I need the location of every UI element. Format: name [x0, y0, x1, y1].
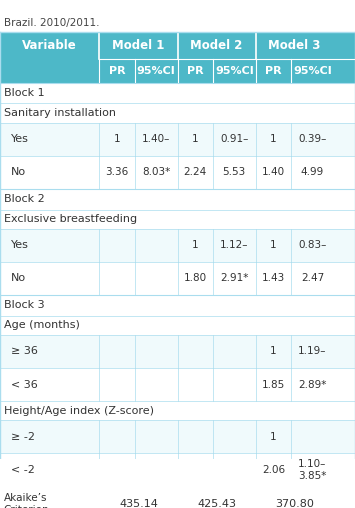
Text: 1.40: 1.40	[262, 167, 285, 177]
Bar	[0, 454, 355, 487]
Text: No: No	[11, 167, 26, 177]
Text: 1.19–: 1.19–	[298, 346, 327, 357]
Text: 95%CI: 95%CI	[137, 66, 176, 76]
Bar	[0, 209, 355, 229]
Text: 1.80: 1.80	[184, 273, 207, 283]
Text: 2.06: 2.06	[262, 465, 285, 475]
Text: Model 2: Model 2	[190, 39, 243, 52]
Text: 1: 1	[192, 240, 198, 250]
Text: Model 1: Model 1	[112, 39, 165, 52]
Bar	[0, 122, 355, 156]
Bar	[0, 32, 355, 59]
Text: ≥ -2: ≥ -2	[11, 432, 35, 442]
Text: 0.91–: 0.91–	[220, 134, 248, 144]
Bar	[0, 335, 355, 368]
Text: Brazil. 2010/2011.: Brazil. 2010/2011.	[4, 18, 99, 28]
Text: 4.99: 4.99	[301, 167, 324, 177]
Text: 2.91*: 2.91*	[220, 273, 248, 283]
Text: Yes: Yes	[11, 134, 28, 144]
Text: PR: PR	[109, 66, 125, 76]
Text: 425.43: 425.43	[197, 499, 236, 508]
Text: 1.85: 1.85	[262, 379, 285, 390]
Bar	[0, 368, 355, 401]
Text: 2.89*: 2.89*	[298, 379, 327, 390]
Text: Block 2: Block 2	[4, 194, 44, 204]
Bar	[0, 229, 355, 262]
Text: 1: 1	[270, 134, 277, 144]
Text: Variable: Variable	[22, 39, 77, 52]
Bar	[0, 421, 355, 454]
Text: 1: 1	[114, 134, 120, 144]
Text: Block 1: Block 1	[4, 88, 44, 98]
Text: Model 3: Model 3	[268, 39, 321, 52]
Text: < -2: < -2	[11, 465, 34, 475]
Bar	[0, 401, 355, 421]
Bar	[0, 103, 355, 122]
Bar	[0, 189, 355, 209]
Text: 1.43: 1.43	[262, 273, 285, 283]
Text: 3.36: 3.36	[105, 167, 129, 177]
Text: 1.12–: 1.12–	[220, 240, 248, 250]
Text: Exclusive breastfeeding: Exclusive breastfeeding	[4, 214, 137, 224]
Text: 1.40–: 1.40–	[142, 134, 170, 144]
Text: Yes: Yes	[11, 240, 28, 250]
Text: 1.10–
3.85*: 1.10– 3.85*	[298, 459, 327, 481]
Text: PR: PR	[265, 66, 282, 76]
Text: 435.14: 435.14	[119, 499, 158, 508]
Bar	[0, 487, 355, 508]
Text: PR: PR	[187, 66, 203, 76]
Bar	[0, 156, 355, 189]
Text: 2.47: 2.47	[301, 273, 324, 283]
Text: 8.03*: 8.03*	[142, 167, 170, 177]
Bar	[0, 315, 355, 335]
Text: 5.53: 5.53	[223, 167, 246, 177]
Text: 1: 1	[270, 346, 277, 357]
Text: 95%CI: 95%CI	[293, 66, 332, 76]
Text: 2.24: 2.24	[184, 167, 207, 177]
Text: Age (months): Age (months)	[4, 320, 80, 330]
Bar	[0, 59, 355, 83]
Text: 1: 1	[270, 432, 277, 442]
Text: 0.39–: 0.39–	[298, 134, 327, 144]
Text: 370.80: 370.80	[275, 499, 314, 508]
Text: Height/Age index (Z-score): Height/Age index (Z-score)	[4, 406, 154, 416]
Text: < 36: < 36	[11, 379, 37, 390]
Text: 0.83–: 0.83–	[298, 240, 327, 250]
Bar	[0, 262, 355, 295]
Text: Sanitary installation: Sanitary installation	[4, 108, 115, 118]
Text: 1: 1	[192, 134, 198, 144]
Text: Akaike’s
Criterion: Akaike’s Criterion	[4, 493, 49, 508]
Bar	[0, 83, 355, 103]
Text: Block 3: Block 3	[4, 300, 44, 310]
Text: 95%CI: 95%CI	[215, 66, 254, 76]
Text: 1: 1	[270, 240, 277, 250]
Text: ≥ 36: ≥ 36	[11, 346, 38, 357]
Text: No: No	[11, 273, 26, 283]
Bar	[0, 295, 355, 315]
